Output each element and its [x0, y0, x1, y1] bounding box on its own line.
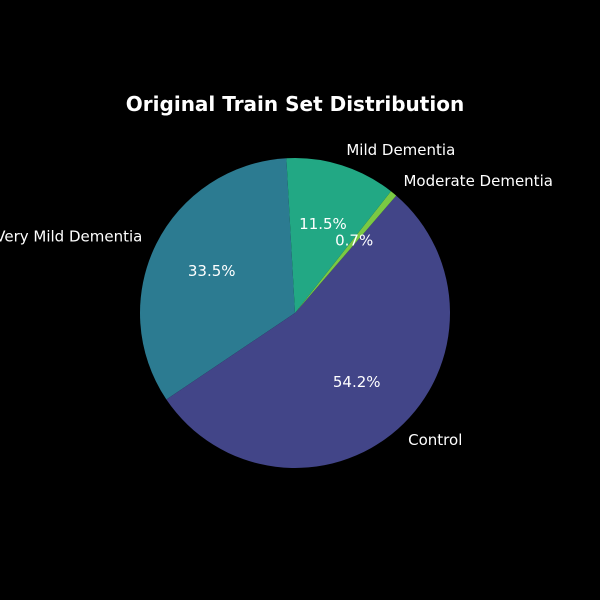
percent-label-very-mild-dementia: 33.5%: [188, 262, 236, 280]
percent-labels: 33.5% 54.2% 0.7%11.5%: [188, 215, 381, 391]
pie-slice-very-mild-dementia: [140, 158, 295, 400]
percent-label-control: 54.2%: [333, 373, 381, 391]
pie-slice-mild-dementia: [286, 157, 391, 313]
percent-label-mild-dementia: 11.5%: [299, 215, 347, 233]
percent-label-moderate-dementia: 0.7%: [335, 232, 373, 250]
pie-slices: [140, 157, 450, 468]
slice-labels: Very Mild Dementia Control Moderate Dement…: [0, 141, 553, 449]
chart-title: Original Train Set Distribution: [126, 92, 464, 116]
slice-label-very-mild-dementia: Very Mild Dementia: [0, 228, 142, 246]
slice-label-mild-dementia: Mild Dementia: [346, 141, 455, 159]
slice-label-control: Control: [408, 431, 462, 449]
pie-slice-control: [166, 195, 450, 468]
slice-label-moderate-dementia: Moderate Dementia: [403, 172, 552, 190]
pie-slice-moderate-dementia: [295, 191, 397, 313]
